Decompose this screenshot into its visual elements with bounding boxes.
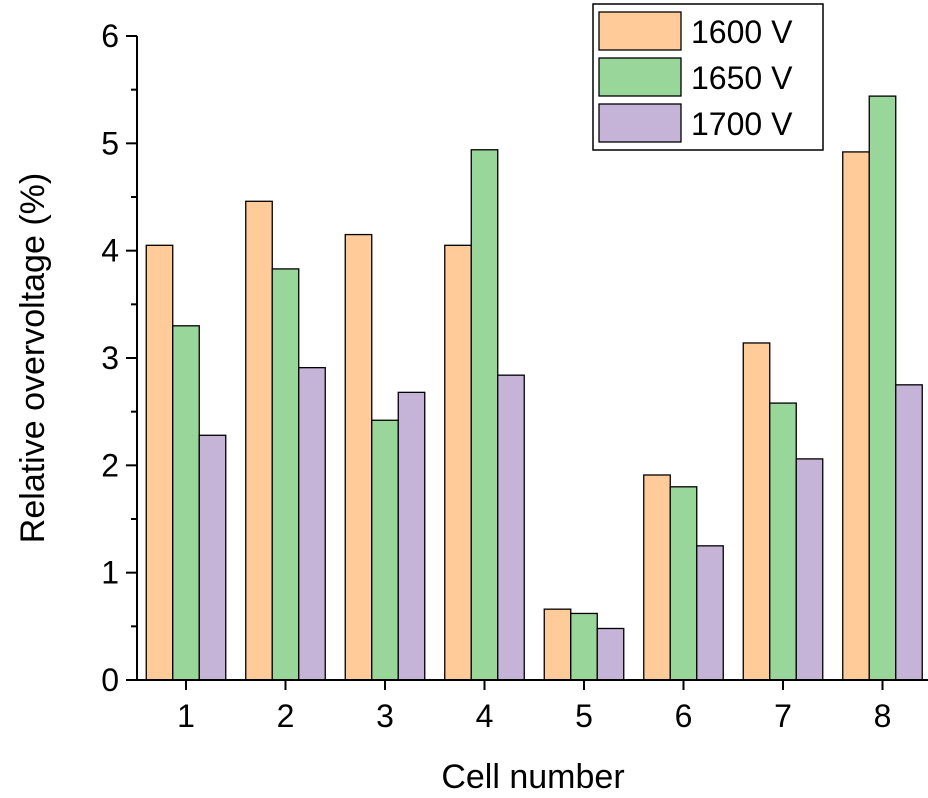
legend-swatch-3 [598, 103, 682, 143]
y-tick-label: 1 [101, 555, 119, 591]
legend-label-1: 1600 V [691, 14, 793, 50]
y-tick-label: 4 [101, 233, 119, 269]
bar-cell-3-series-3 [397, 391, 426, 681]
bar-cell-2-series-1 [245, 200, 273, 681]
bar-cell-7-series-1 [742, 342, 771, 681]
x-tick-label: 5 [575, 698, 593, 734]
bar-cell-6-series-2 [669, 486, 698, 681]
bar-cell-1-series-1 [145, 244, 174, 681]
bar-cell-2-series-2 [271, 268, 300, 681]
bars-layer [145, 95, 923, 681]
bar-cell-8-series-1 [842, 151, 870, 681]
bar-cell-6-series-1 [643, 474, 671, 681]
legend-swatch-1 [598, 11, 682, 51]
x-tick-label: 2 [277, 698, 295, 734]
x-tick-label: 1 [177, 698, 195, 734]
y-tick-label: 3 [101, 340, 119, 376]
bar-cell-8-series-3 [895, 384, 923, 681]
legend-swatch-2 [598, 57, 682, 97]
x-tick-label: 6 [675, 698, 693, 734]
x-axis-label: Cell number [441, 758, 624, 796]
y-axis-label: Relative overvoltage (%) [14, 173, 52, 543]
bar-cell-1-series-3 [198, 434, 227, 681]
x-tick-label: 3 [376, 698, 394, 734]
x-ticks: 1 2 3 4 5 6 7 8 [177, 680, 891, 734]
x-tick-label: 4 [476, 698, 494, 734]
legend-label-2: 1650 V [691, 60, 793, 96]
bar-cell-1-series-2 [172, 325, 200, 681]
bar-cell-4-series-1 [444, 244, 472, 681]
bar-cell-5-series-1 [543, 608, 572, 681]
bar-cell-2-series-3 [298, 367, 326, 681]
bar-cell-7-series-3 [795, 458, 824, 681]
bar-cell-4-series-2 [470, 149, 499, 681]
bar-cell-4-series-3 [497, 374, 525, 681]
legend: 1600 V 1650 V 1700 V [592, 3, 824, 151]
bar-cell-7-series-2 [769, 402, 797, 681]
x-tick-label: 7 [774, 698, 792, 734]
bar-cell-3-series-1 [344, 233, 373, 681]
y-tick-label: 0 [101, 662, 119, 698]
y-tick-label: 2 [101, 447, 119, 483]
y-tick-label: 5 [101, 125, 119, 161]
y-tick-label: 6 [101, 18, 119, 54]
y-ticks: 0 1 2 3 4 5 6 [101, 18, 137, 698]
bar-cell-6-series-3 [696, 545, 724, 681]
bar-cell-5-series-3 [596, 627, 625, 681]
bar-cell-5-series-2 [570, 612, 598, 681]
bar-cell-8-series-2 [868, 95, 897, 681]
bar-cell-3-series-2 [371, 419, 399, 681]
legend-label-3: 1700 V [691, 106, 793, 142]
x-tick-label: 8 [874, 698, 892, 734]
